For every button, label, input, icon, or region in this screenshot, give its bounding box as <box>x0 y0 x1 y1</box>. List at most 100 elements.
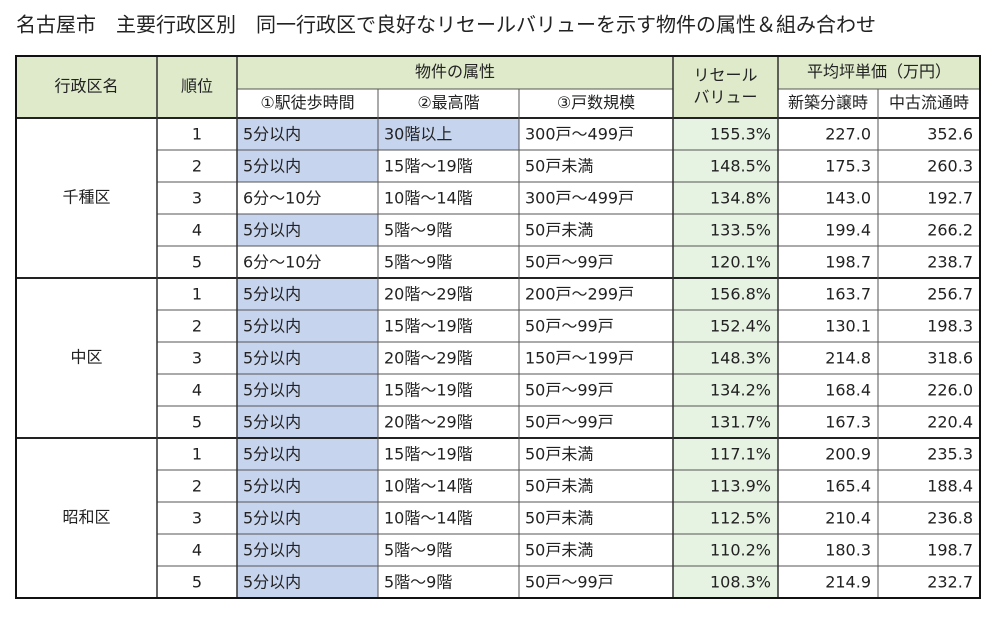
resale-bg <box>673 118 778 598</box>
table-cell: 112.5% <box>710 509 771 528</box>
table-cell: 5階〜9階 <box>384 253 452 272</box>
table-cell: 50戸未満 <box>525 157 593 176</box>
table-cell: 20階〜29階 <box>384 413 473 432</box>
table-cell: 5 <box>192 413 202 432</box>
header-cell: 中古流通時 <box>889 93 969 112</box>
table-cell: 5分以内 <box>243 317 301 336</box>
highlight-cell <box>237 118 378 150</box>
table-cell: 150戸〜199戸 <box>525 349 634 368</box>
table-cell: 120.1% <box>710 253 771 272</box>
table-cell: 5分以内 <box>243 573 301 592</box>
table-cell: 5 <box>192 573 202 592</box>
table-cell: 5分以内 <box>243 349 301 368</box>
table-cell: 198.3 <box>927 317 973 336</box>
table-cell: 214.9 <box>825 573 871 592</box>
highlight-cell <box>237 374 378 406</box>
table-cell: 180.3 <box>825 541 871 560</box>
table-cell: 143.0 <box>825 189 871 208</box>
table-cell: 134.2% <box>710 381 771 400</box>
table-cell: 130.1 <box>825 317 871 336</box>
table-cell: 5分以内 <box>243 509 301 528</box>
table-cell: 2 <box>192 157 202 176</box>
table-cell: 2 <box>192 317 202 336</box>
table-cell: 50戸未満 <box>525 509 593 528</box>
header-cell: 新築分譲時 <box>788 93 868 112</box>
table-cell: 266.2 <box>927 221 973 240</box>
table-cell: 226.0 <box>927 381 973 400</box>
table-cell: 4 <box>192 221 202 240</box>
table-cell: 155.3% <box>710 125 771 144</box>
table-cell: 5分以内 <box>243 157 301 176</box>
highlight-cell <box>237 502 378 534</box>
table-cell: 5階〜9階 <box>384 573 452 592</box>
table-cell: 175.3 <box>825 157 871 176</box>
sub-header-bg <box>778 89 980 118</box>
table-cell: 256.7 <box>927 285 973 304</box>
table-cell: 6分〜10分 <box>243 189 322 208</box>
district-cell: 中区 <box>70 348 102 367</box>
highlight-cell <box>237 438 378 470</box>
table-cell: 188.4 <box>927 477 973 496</box>
header-cell: ①駅徒歩時間 <box>260 93 354 112</box>
table-cell: 50戸未満 <box>525 477 593 496</box>
table-cell: 5分以内 <box>243 125 301 144</box>
highlight-cell <box>237 534 378 566</box>
table-cell: 199.4 <box>825 221 871 240</box>
table-cell: 15階〜19階 <box>384 157 473 176</box>
table-cell: 50戸〜99戸 <box>525 413 614 432</box>
table-cell: 1 <box>192 285 202 304</box>
table-cell: 5分以内 <box>243 285 301 304</box>
table-cell: 50戸未満 <box>525 541 593 560</box>
table-cell: 131.7% <box>710 413 771 432</box>
table-cell: 15階〜19階 <box>384 381 473 400</box>
table-cell: 10階〜14階 <box>384 189 473 208</box>
table-cell: 20階〜29階 <box>384 349 473 368</box>
table-cell: 167.3 <box>825 413 871 432</box>
table-cell: 238.7 <box>927 253 973 272</box>
highlight-cell <box>237 566 378 598</box>
table-cell: 1 <box>192 445 202 464</box>
table-cell: 2 <box>192 477 202 496</box>
table-cell: 10階〜14階 <box>384 477 473 496</box>
table-cell: 163.7 <box>825 285 871 304</box>
table-cell: 5分以内 <box>243 381 301 400</box>
table-cell: 50戸未満 <box>525 445 593 464</box>
table-cell: 148.3% <box>710 349 771 368</box>
table-cell: 352.6 <box>927 125 973 144</box>
table-cell: 50戸〜99戸 <box>525 573 614 592</box>
table-cell: 10階〜14階 <box>384 509 473 528</box>
header-cell: 平均坪単価（万円） <box>807 62 951 81</box>
table-cell: 5階〜9階 <box>384 541 452 560</box>
table-cell: 50戸〜99戸 <box>525 253 614 272</box>
table-cell: 5分以内 <box>243 445 301 464</box>
highlight-cell <box>237 406 378 438</box>
table-cell: 15階〜19階 <box>384 317 473 336</box>
table-cell: 214.8 <box>825 349 871 368</box>
table-cell: 235.3 <box>927 445 973 464</box>
table-cell: 1 <box>192 125 202 144</box>
header-cell: ③戸数規模 <box>557 93 635 112</box>
table-cell: 200戸〜299戸 <box>525 285 634 304</box>
table-cell: 198.7 <box>927 541 973 560</box>
highlight-cell <box>378 118 519 150</box>
highlight-cell <box>237 150 378 182</box>
table-cell: 6分〜10分 <box>243 253 322 272</box>
table-cell: 227.0 <box>825 125 871 144</box>
title: 名古屋市 主要行政区別 同一行政区で良好なリセールバリューを示す物件の属性＆組み… <box>16 13 876 37</box>
table-cell: 5階〜9階 <box>384 221 452 240</box>
table-cell: 50戸〜99戸 <box>525 381 614 400</box>
table-cell: 5分以内 <box>243 477 301 496</box>
highlight-cell <box>237 214 378 246</box>
header-cell: 順位 <box>181 77 213 96</box>
highlight-cell <box>237 278 378 310</box>
table-cell: 50戸〜99戸 <box>525 317 614 336</box>
district-cell: 昭和区 <box>62 508 110 527</box>
table-cell: 192.7 <box>927 189 973 208</box>
table-cell: 4 <box>192 541 202 560</box>
table-cell: 200.9 <box>825 445 871 464</box>
table-cell: 50戸未満 <box>525 221 593 240</box>
table-cell: 236.8 <box>927 509 973 528</box>
table-cell: 117.1% <box>710 445 771 464</box>
table-cell: 232.7 <box>927 573 973 592</box>
